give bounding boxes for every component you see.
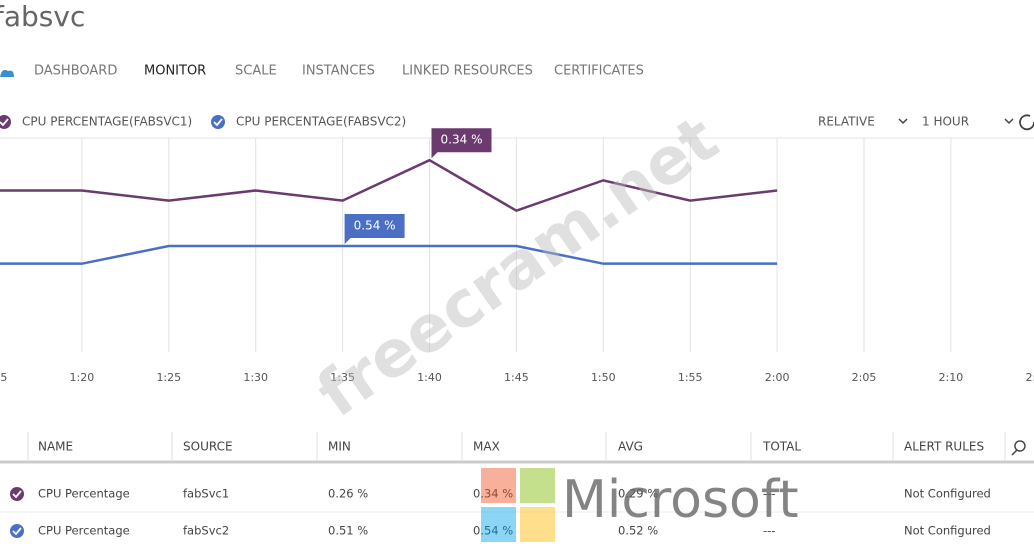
cell: CPU Percentage — [38, 487, 130, 501]
cell: 0.29 % — [618, 487, 658, 501]
nav-tab[interactable]: LINKED RESOURCES — [402, 64, 533, 79]
cell: fabSvc1 — [183, 487, 229, 501]
check — [0, 118, 9, 127]
cell: Not Configured — [904, 487, 991, 501]
cell: 0.34 % — [473, 487, 513, 501]
x-tick-label: 2:10 — [939, 371, 964, 384]
cloud-icon — [0, 69, 14, 77]
range-select[interactable]: 1 HOUR — [922, 115, 969, 129]
cell: Not Configured — [904, 524, 991, 538]
cell: 0.54 % — [473, 524, 513, 538]
nav-tab[interactable]: CERTIFICATES — [554, 64, 644, 79]
callout-label: 0.54 % — [354, 219, 396, 233]
x-tick-label: 2:00 — [765, 371, 790, 384]
cell: 0.26 % — [328, 487, 368, 501]
x-tick-label: 1:45 — [504, 371, 529, 384]
x-tick-label: 1:50 — [591, 371, 616, 384]
plot: 1:15 1:20 1:25 1:30 1:35 1:40 1:45 1:50 1:55 2:00… — [0, 128, 1034, 384]
x-tick-label: 1:25 — [156, 371, 181, 384]
column-header[interactable]: MAX — [473, 440, 500, 454]
x-tick-label: 1:35 — [330, 371, 355, 384]
nav-tab[interactable]: SCALE — [235, 64, 277, 79]
column-header[interactable]: AVG — [618, 440, 643, 454]
check — [12, 527, 22, 536]
row-check[interactable] — [10, 487, 24, 501]
check — [12, 490, 22, 499]
row-check[interactable] — [10, 524, 24, 538]
column-header[interactable]: SOURCE — [183, 440, 233, 454]
refresh-icon[interactable] — [1019, 114, 1034, 131]
page-title: fabsvc — [0, 0, 85, 33]
callout-label: 0.34 % — [441, 133, 483, 147]
callout-box — [431, 128, 492, 159]
x-tick-label: 2:15 — [1025, 371, 1034, 384]
legend-label[interactable]: CPU PERCENTAGE(FABSVC1) — [22, 115, 192, 129]
x-tick-label: 2:05 — [852, 371, 877, 384]
nav-bar: DASHBOARD MONITOR SCALE INSTANCES LINKED RES… — [34, 64, 644, 79]
series-line — [0, 244, 778, 265]
legend-check — [211, 115, 225, 129]
column-header[interactable]: MIN — [328, 440, 351, 454]
nav-tab[interactable]: MONITOR — [144, 64, 206, 79]
dropdown-arrow[interactable] — [898, 118, 908, 125]
table: NAME SOURCE MIN MAX AVG TOTAL ALERT RULES CPU P… — [0, 432, 1034, 550]
nav-tab[interactable]: DASHBOARD — [34, 64, 117, 79]
x-tick-label: 1:30 — [243, 371, 268, 384]
column-header[interactable]: NAME — [38, 440, 73, 454]
cell: --- — [763, 487, 775, 501]
relative-select[interactable]: RELATIVE — [818, 115, 875, 129]
legend-label[interactable]: CPU PERCENTAGE(FABSVC2) — [236, 115, 406, 129]
nav-tab[interactable]: INSTANCES — [302, 64, 375, 79]
brand-logo — [481, 468, 555, 542]
dropdown-arrow[interactable] — [1004, 118, 1014, 125]
x-tick-label: 1:15 — [0, 371, 7, 384]
cell: fabSvc2 — [183, 524, 229, 538]
search-icon[interactable] — [1011, 440, 1026, 456]
brand-text: Microsoft — [562, 470, 799, 530]
cell: --- — [763, 524, 775, 538]
cell: CPU Percentage — [38, 524, 130, 538]
x-tick-label: 1:20 — [70, 371, 95, 384]
column-header[interactable]: TOTAL — [762, 440, 801, 454]
callout-box — [344, 214, 405, 244]
series-line — [0, 158, 778, 213]
cell: 0.51 % — [328, 524, 368, 538]
check — [213, 118, 223, 127]
column-header[interactable]: ALERT RULES — [904, 440, 984, 454]
cell: 0.52 % — [618, 524, 658, 538]
x-tick-label: 1:55 — [678, 371, 703, 384]
x-tick-label: 1:40 — [417, 371, 442, 384]
